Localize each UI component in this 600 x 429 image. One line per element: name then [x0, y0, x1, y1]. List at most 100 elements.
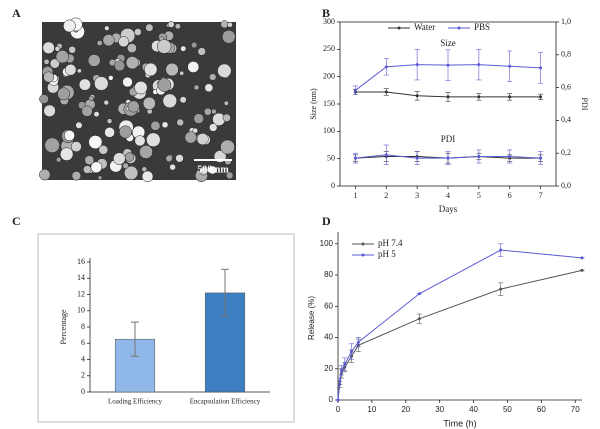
y2-tick-label: 0,2 [561, 148, 571, 157]
point [580, 268, 584, 272]
point [446, 95, 450, 99]
particle [122, 76, 133, 88]
point [384, 90, 388, 94]
scale-bar-label: 500 nm [197, 164, 229, 175]
particle [139, 145, 153, 159]
point [338, 379, 342, 383]
y-tick-label: 2 [81, 371, 85, 380]
particle [169, 163, 176, 171]
particle [44, 137, 60, 153]
particle [63, 130, 75, 141]
point [539, 156, 543, 160]
particle [203, 107, 212, 116]
particle [175, 154, 184, 163]
x-tick-label: 10 [367, 405, 376, 414]
particle [197, 47, 206, 56]
legend-marker [397, 26, 401, 30]
particle [98, 145, 109, 155]
particle [165, 62, 179, 77]
y-tick-label: 12 [77, 289, 85, 298]
particle [220, 20, 229, 29]
x-tick-label: 3 [415, 191, 419, 200]
annotation: PDI [441, 134, 456, 144]
particle [134, 81, 148, 95]
particle [220, 139, 235, 155]
y2-tick-label: 0,4 [561, 115, 571, 124]
particle [49, 58, 60, 69]
legend-label: PBS [474, 22, 490, 32]
particle [118, 36, 130, 48]
point [539, 95, 543, 99]
particle [208, 165, 217, 175]
particle [196, 133, 209, 146]
particle [165, 155, 173, 163]
point [417, 292, 421, 296]
particle [124, 152, 135, 162]
particle [211, 108, 217, 115]
particle [84, 155, 95, 165]
point [499, 287, 503, 291]
particle [43, 104, 56, 117]
particle [119, 125, 132, 139]
particle [227, 22, 233, 28]
particle [134, 135, 146, 147]
particle [125, 56, 139, 70]
point [356, 340, 360, 344]
y-tick-label: 0 [81, 387, 85, 396]
particle [104, 127, 115, 138]
y-tick-label: 16 [77, 257, 85, 266]
particle [146, 132, 161, 148]
particle [141, 166, 148, 172]
particle [145, 23, 154, 32]
x-tick-label: Encapsulation Efficiency [190, 398, 261, 406]
point [415, 63, 419, 67]
particle [96, 40, 103, 46]
particle [122, 162, 129, 169]
particle [55, 50, 70, 64]
particle [39, 169, 51, 181]
panel-label: D [322, 214, 331, 228]
particle [143, 62, 158, 77]
particle [75, 121, 83, 129]
particle [150, 120, 161, 131]
particle [42, 41, 55, 54]
point [415, 94, 419, 98]
y2-tick-label: 1,0 [561, 17, 571, 26]
y-tick-label: 6 [81, 338, 85, 347]
particle [78, 78, 91, 91]
particle [217, 63, 232, 78]
y-tick-label: 8 [81, 322, 85, 331]
particle [55, 156, 62, 163]
panel-label: A [12, 6, 21, 20]
x-tick-label: 1 [353, 191, 357, 200]
series-line [337, 269, 583, 401]
point [508, 64, 512, 68]
particle [82, 165, 92, 174]
y-axis-label: Size (nm) [309, 88, 318, 120]
particle [141, 170, 154, 183]
legend-marker [361, 242, 365, 246]
particle [127, 100, 140, 113]
point [499, 248, 503, 252]
point [415, 156, 419, 160]
panel-label: C [12, 214, 21, 228]
panel-label: B [322, 6, 330, 20]
y-tick-label: 20 [324, 364, 333, 373]
point [477, 95, 481, 99]
y-tick-label: 60 [324, 301, 333, 310]
point [508, 95, 512, 99]
series-line [337, 249, 583, 401]
particle [209, 73, 217, 81]
particle [90, 161, 103, 174]
particle [114, 60, 126, 72]
y-tick-label: 300 [323, 17, 335, 26]
legend-marker [457, 26, 461, 30]
point [477, 154, 481, 158]
particle [161, 121, 169, 129]
x-tick-label: 40 [469, 405, 478, 414]
point [539, 66, 543, 70]
particle [88, 135, 103, 150]
y-tick-label: 0 [331, 181, 335, 190]
y-tick-label: 40 [324, 333, 333, 342]
